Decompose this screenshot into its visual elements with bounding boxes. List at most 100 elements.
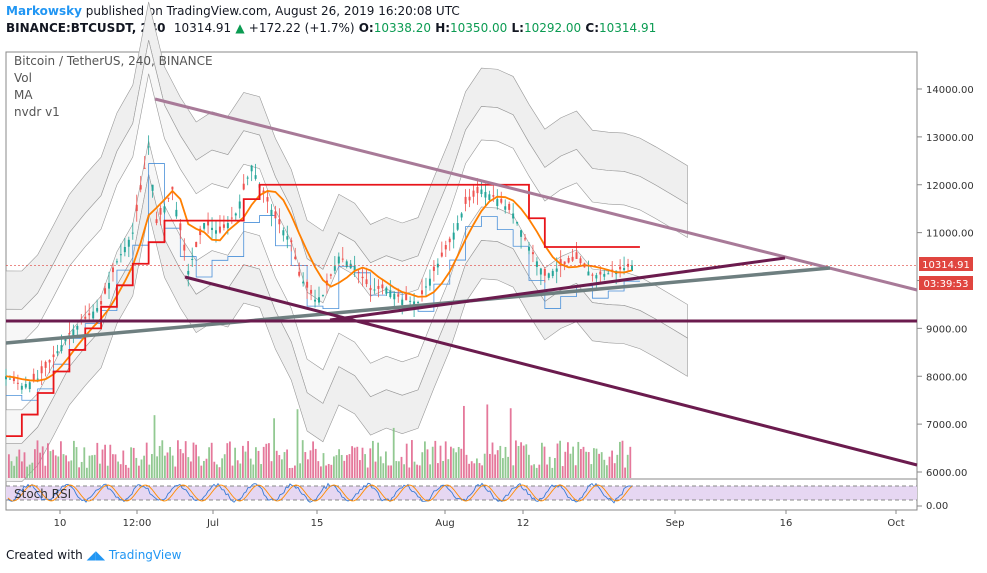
volume-bar xyxy=(229,441,231,478)
candle-body xyxy=(341,258,344,260)
volume-bar xyxy=(145,442,148,478)
candle-body xyxy=(76,325,79,330)
candle-body xyxy=(108,282,111,289)
short-support-line xyxy=(329,256,786,322)
volume-bar xyxy=(447,459,450,478)
candle-body xyxy=(321,294,324,296)
time-tick-label: Oct xyxy=(887,518,904,529)
volume-bar xyxy=(161,440,164,478)
legend-vol[interactable]: Vol xyxy=(14,71,32,85)
volume-bar xyxy=(41,446,44,478)
volume-bar xyxy=(36,440,39,478)
volume-bar xyxy=(249,458,252,478)
brand-name[interactable]: TradingView xyxy=(108,548,182,562)
volume-bar xyxy=(60,441,62,478)
volume-bar xyxy=(411,440,413,478)
candle-body xyxy=(179,223,182,231)
volume-bar xyxy=(257,450,260,478)
up-triangle-icon: ▲ xyxy=(235,21,245,35)
candle-body xyxy=(60,345,63,351)
candle-body xyxy=(234,213,237,216)
volume-bar xyxy=(21,461,23,478)
candle-body xyxy=(44,361,47,368)
volume-bar xyxy=(301,440,304,478)
candle-body xyxy=(393,293,396,300)
volume-bar xyxy=(593,448,595,478)
publish-line: Markowsky published on TradingView.com, … xyxy=(6,4,460,18)
volume-bar xyxy=(148,464,151,478)
volume-bar xyxy=(135,457,138,478)
volume-bar xyxy=(595,448,598,478)
volume-bar xyxy=(587,452,590,478)
candle-body xyxy=(211,227,214,230)
volume-bar xyxy=(473,463,476,478)
price-tick-label: 8000.00 xyxy=(926,372,967,383)
legend-nvdr[interactable]: nvdr v1 xyxy=(14,105,60,119)
candle-body xyxy=(587,271,590,276)
candle-body xyxy=(163,206,166,213)
volume-bar xyxy=(28,464,31,478)
volume-bar xyxy=(520,442,522,478)
volume-bar xyxy=(494,454,496,478)
candle-body xyxy=(369,287,372,291)
volume-bar xyxy=(216,464,218,478)
candle-body xyxy=(527,246,530,251)
chart-title: Bitcoin / TetherUS, 240, BINANCE xyxy=(14,54,213,68)
candle-body xyxy=(432,266,435,271)
candle-body xyxy=(472,190,475,197)
volume-bar xyxy=(320,466,322,478)
volume-bar xyxy=(460,448,463,478)
close-label: C: xyxy=(585,21,599,35)
volume-bar xyxy=(208,447,210,478)
time-tick-label: 16 xyxy=(780,518,793,529)
volume-bar xyxy=(122,450,125,478)
author-name[interactable]: Markowsky xyxy=(6,4,82,18)
volume-bar xyxy=(546,464,548,478)
candle-body xyxy=(452,232,455,240)
volume-bar xyxy=(109,444,112,478)
candle-body xyxy=(24,384,27,388)
volume-bar xyxy=(496,450,499,478)
volume-bar xyxy=(73,440,75,478)
price-tick-label: 11000.00 xyxy=(926,229,974,240)
candle-body xyxy=(254,175,257,179)
badge-countdown: 03:39:53 xyxy=(924,279,969,290)
candle-body xyxy=(385,287,388,294)
candle-body xyxy=(492,195,495,197)
stoch-rsi-label[interactable]: Stoch RSI xyxy=(14,487,72,501)
volume-bar xyxy=(452,448,455,478)
candle-body xyxy=(115,261,118,263)
candle-body xyxy=(111,267,114,273)
candle-body xyxy=(563,261,566,265)
candle-body xyxy=(397,294,400,297)
price-axis: 14000.0013000.0012000.0011000.0010000.00… xyxy=(917,85,974,512)
candle-body xyxy=(143,167,146,169)
volume-bar xyxy=(299,463,301,478)
volume-bar xyxy=(275,450,278,478)
volume-bar xyxy=(559,440,561,478)
volume-bar xyxy=(499,445,502,478)
volume-bar xyxy=(442,461,444,478)
candle-body xyxy=(290,240,293,243)
legend-ma[interactable]: MA xyxy=(14,88,33,102)
candle-body xyxy=(464,196,467,204)
candle-body xyxy=(88,313,91,316)
price-tick-label: 9000.00 xyxy=(926,324,967,335)
volume-bar xyxy=(450,446,452,478)
trend-lines[interactable] xyxy=(5,97,918,467)
candle-body xyxy=(520,230,523,237)
candle-body xyxy=(302,281,305,284)
volume-bar xyxy=(78,467,80,478)
candle-body xyxy=(159,208,162,215)
volume-bar xyxy=(600,452,603,478)
volume-bar xyxy=(52,449,54,478)
volume-bar xyxy=(10,461,13,478)
low-value: 10292.00 xyxy=(523,21,582,35)
volume-bar xyxy=(164,455,166,478)
volume-bar xyxy=(455,452,457,478)
volume-bar xyxy=(187,457,190,478)
volume-bar xyxy=(403,464,405,478)
volume-bar xyxy=(260,464,262,478)
stoch-k-line xyxy=(7,482,633,504)
